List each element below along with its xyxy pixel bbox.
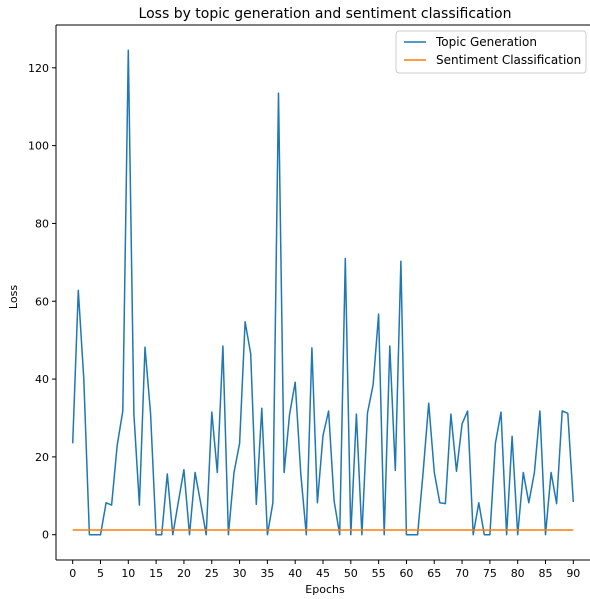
legend-label: Topic Generation [435,35,537,49]
y-tick-label: 20 [35,451,49,464]
y-tick-label: 120 [28,62,49,75]
legend: Topic Generation Sentiment Classification [395,30,587,74]
series-layer [71,49,575,536]
x-tick-label: 60 [399,567,413,580]
x-tick-label: 80 [511,567,525,580]
y-axis-label: Loss [7,285,20,309]
x-tick-label: 85 [539,567,553,580]
y-tick-label: 100 [28,140,49,153]
legend-label: Sentiment Classification [436,53,581,67]
y-tick-label: 80 [35,217,49,230]
x-tick-label: 65 [427,567,441,580]
x-tick-label: 40 [288,567,302,580]
y-tick-label: 40 [35,373,49,386]
x-tick-label: 45 [316,567,330,580]
series-line-topic-generation [71,49,575,536]
x-tick-label: 75 [483,567,497,580]
x-tick-label: 0 [69,567,76,580]
y-tick-label: 60 [35,295,49,308]
y-tick-label: 0 [42,529,49,542]
x-tick-label: 20 [177,567,191,580]
x-tick-label: 25 [205,567,219,580]
x-tick-label: 90 [566,567,580,580]
x-tick-label: 30 [233,567,247,580]
x-tick-label: 5 [97,567,104,580]
legend-box [395,30,587,74]
x-tick-label: 55 [372,567,386,580]
chart-title: Loss by topic generation and sentiment c… [139,6,512,22]
x-axis-label: Epochs [305,583,345,596]
axes: 0 5 10 15 20 25 30 35 40 45 50 55 60 65 70 75 80 85 90 0 20 4… [28,24,590,580]
x-tick-label: 70 [455,567,469,580]
x-tick-label: 50 [344,567,358,580]
x-tick-label: 10 [121,567,135,580]
x-tick-label: 35 [260,567,274,580]
x-tick-label: 15 [149,567,163,580]
